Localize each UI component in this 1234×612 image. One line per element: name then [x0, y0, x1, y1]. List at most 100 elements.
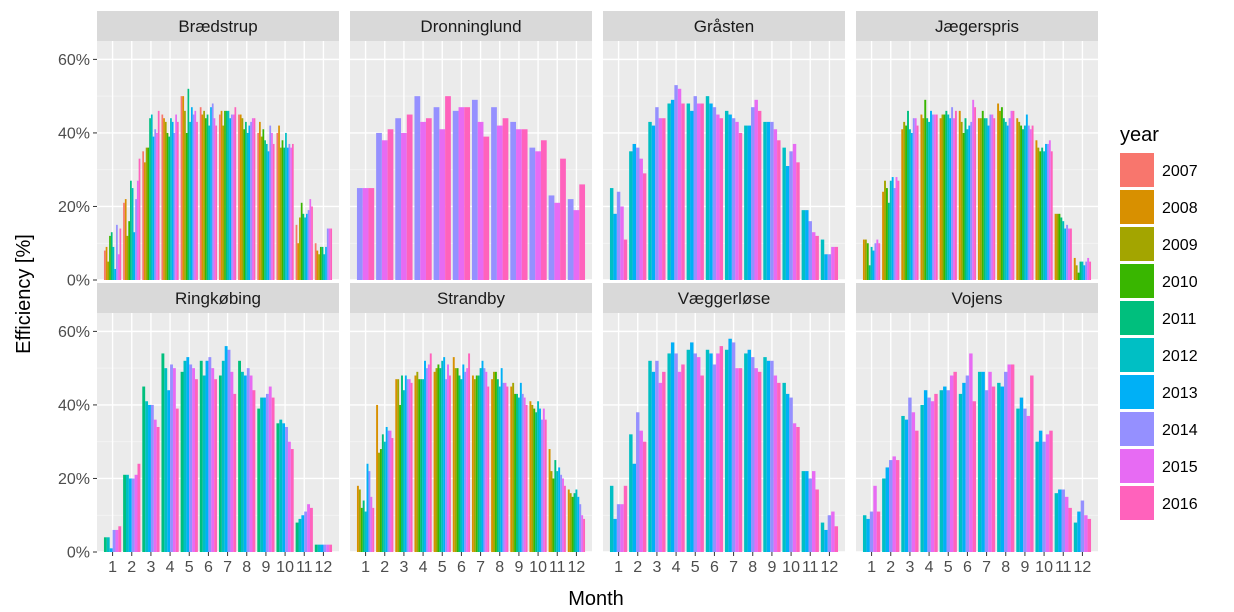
bar — [519, 382, 522, 552]
bar — [731, 118, 736, 280]
bar — [161, 114, 164, 281]
bar — [458, 375, 461, 552]
bar — [437, 364, 440, 552]
bar — [424, 360, 426, 552]
bar — [554, 460, 557, 552]
bar — [540, 140, 547, 280]
bar — [811, 232, 816, 280]
bar — [954, 110, 957, 280]
bar — [241, 118, 244, 280]
bar — [307, 504, 310, 552]
bar — [907, 110, 909, 280]
bar — [983, 118, 986, 280]
bar — [623, 485, 628, 552]
bar — [418, 379, 421, 552]
bar — [161, 353, 165, 552]
x-tick-label: 11 — [296, 559, 313, 576]
bar — [792, 423, 797, 552]
x-tick-label: 6 — [457, 559, 466, 576]
x-tick-label: 2 — [633, 559, 642, 576]
bar — [107, 261, 110, 280]
bar — [1019, 397, 1024, 552]
bar — [134, 474, 138, 552]
bar — [144, 162, 146, 280]
bar — [681, 364, 685, 552]
bar — [1010, 364, 1015, 552]
bar — [112, 246, 115, 280]
bar — [381, 140, 388, 280]
bar — [912, 118, 915, 280]
bar — [211, 368, 215, 552]
x-tick-label: 8 — [495, 559, 504, 576]
x-tick-label: 7 — [729, 559, 738, 576]
bar — [763, 121, 767, 281]
bar — [206, 114, 209, 281]
bar — [471, 99, 478, 280]
bar — [876, 239, 879, 280]
bar — [785, 166, 790, 280]
x-tick-label: 9 — [514, 559, 523, 576]
bar — [360, 507, 363, 552]
bar — [658, 118, 663, 280]
bar — [516, 393, 518, 552]
bar — [211, 103, 214, 280]
bar — [329, 544, 333, 552]
bar — [414, 96, 421, 281]
bar — [1035, 441, 1039, 552]
legend-label: 2011 — [1162, 311, 1197, 328]
bar — [150, 114, 153, 281]
bar — [824, 254, 828, 280]
bar — [719, 118, 724, 280]
bar — [686, 103, 691, 280]
bar — [690, 342, 694, 552]
bar — [249, 375, 253, 552]
bar — [368, 471, 371, 552]
bar — [989, 114, 992, 281]
bar — [496, 379, 499, 552]
bar — [1045, 434, 1050, 552]
bar — [868, 265, 871, 280]
bar — [184, 110, 186, 280]
bar — [533, 408, 536, 552]
bar — [731, 342, 736, 552]
panel: Ringkøbing — [97, 283, 339, 553]
bar — [987, 125, 990, 280]
bar — [521, 393, 524, 552]
x-tick-label: 2 — [886, 559, 895, 576]
x-tick-label: 6 — [204, 559, 213, 576]
bar — [811, 471, 816, 552]
bar — [175, 114, 177, 281]
bar — [834, 246, 839, 280]
bar — [636, 412, 640, 552]
bar — [245, 121, 247, 281]
bar — [468, 353, 471, 552]
x-tick-label: 11 — [549, 559, 566, 576]
strip-background — [603, 11, 845, 41]
bar — [651, 371, 656, 552]
bar — [724, 349, 729, 552]
bar — [677, 371, 682, 552]
bar — [133, 232, 136, 280]
bar — [238, 114, 240, 281]
bar — [314, 243, 317, 280]
x-tick-label: 1 — [361, 559, 370, 576]
bar — [1035, 140, 1038, 280]
bar — [506, 386, 509, 552]
bar — [831, 511, 835, 552]
x-tick-label: 8 — [748, 559, 757, 576]
bar — [583, 518, 586, 552]
bar — [105, 246, 108, 280]
strip-background — [856, 283, 1098, 313]
bar — [889, 460, 893, 552]
bar — [770, 121, 774, 281]
bar — [885, 467, 890, 552]
bar — [171, 121, 174, 281]
bar — [285, 132, 287, 280]
bar — [214, 379, 218, 552]
bar — [443, 357, 446, 552]
bar — [192, 114, 195, 281]
bar — [569, 493, 572, 552]
bar — [257, 132, 260, 280]
bar — [326, 228, 329, 280]
bar — [674, 85, 678, 280]
